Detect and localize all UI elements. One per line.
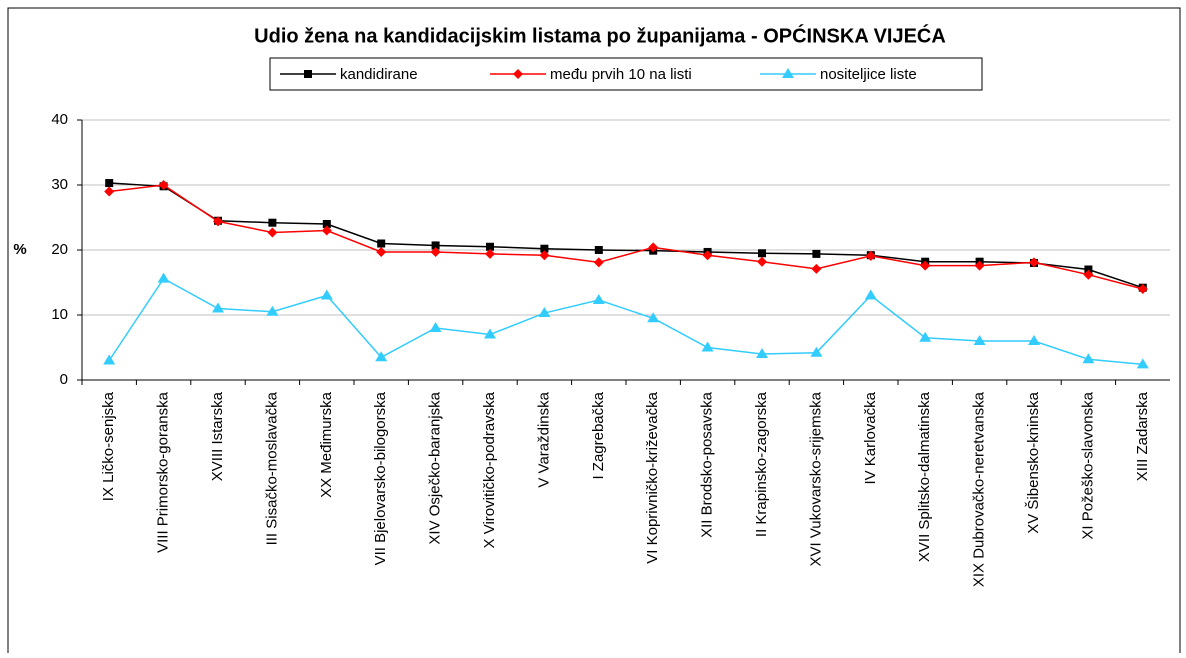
x-tick-label: XIII Zadarska [1134, 391, 1151, 481]
chart-title: Udio žena na kandidacijskim listama po ž… [254, 23, 946, 47]
marker-diamond [104, 186, 115, 197]
marker-diamond [513, 69, 523, 79]
marker-triangle [592, 294, 605, 305]
y-tick-label: 10 [51, 306, 68, 323]
x-tick-label: III Sisačko-moslavačka [263, 391, 280, 545]
marker-triangle [919, 331, 932, 342]
marker-square [486, 242, 494, 251]
series-line [108, 277, 1143, 366]
marker-diamond [485, 248, 495, 259]
marker-triangle [375, 351, 388, 362]
marker-square [758, 249, 766, 258]
marker-diamond [920, 260, 931, 271]
marker-diamond [1137, 284, 1148, 294]
marker-square [377, 239, 386, 248]
marker-diamond [1083, 269, 1094, 280]
marker-diamond [974, 260, 985, 271]
marker-diamond [648, 242, 659, 253]
marker-triangle [810, 346, 823, 357]
marker-square [540, 244, 549, 253]
x-tick-label: I Zagrebačka [590, 391, 607, 479]
marker-triangle [1082, 353, 1095, 364]
marker-triangle [973, 335, 986, 345]
marker-square [304, 70, 312, 78]
y-tick-label: 0 [60, 371, 68, 388]
marker-triangle [212, 302, 224, 313]
x-tick-label: XIV Osječko-baranjska [427, 391, 444, 544]
series-line [109, 184, 1143, 290]
x-tick-label: IX Ličko-senjska [100, 391, 117, 501]
marker-diamond [593, 257, 604, 268]
x-tick-label: IV Karlovačka [862, 391, 879, 484]
marker-square [812, 249, 821, 258]
marker-triangle [864, 289, 877, 300]
marker-diamond [757, 256, 767, 267]
legend-box [269, 57, 983, 91]
y-tick-label: 20 [51, 241, 68, 258]
marker-square [1084, 265, 1093, 274]
x-tick-label: XVII Splitsko-dalmatinska [916, 391, 933, 562]
x-tick-label: V Varaždinska [535, 391, 552, 487]
x-tick-label: VI Koprivničko-križevačka [644, 391, 661, 563]
x-tick-label: XII Brodsko-posavska [699, 391, 716, 538]
marker-triangle [320, 289, 333, 300]
marker-triangle [701, 341, 714, 352]
marker-diamond [158, 180, 169, 190]
x-tick-label: XI Požeško-slavonska [1079, 391, 1096, 539]
marker-diamond [430, 246, 441, 257]
marker-diamond [267, 227, 278, 238]
x-tick-label: X Virovitičko-podravska [481, 391, 498, 548]
legend-label: nositeljice liste [820, 66, 917, 83]
x-tick-label: XV Šibensko-kninska [1025, 391, 1042, 533]
marker-diamond [811, 263, 822, 274]
marker-square [431, 241, 440, 250]
y-tick-label: 30 [51, 176, 68, 193]
marker-triangle [1136, 358, 1149, 369]
marker-diamond [702, 250, 713, 261]
series-line [109, 182, 1144, 289]
marker-triangle [538, 307, 551, 318]
marker-diamond [539, 250, 550, 261]
x-tick-label: XX Međimurska [318, 391, 335, 498]
x-tick-label: XVI Vukovarsko-srijemska [807, 391, 824, 566]
marker-triangle [1028, 335, 1040, 345]
marker-diamond [213, 216, 223, 227]
legend-label: među prvih 10 na listi [550, 66, 692, 83]
marker-triangle [157, 272, 170, 283]
marker-triangle [266, 305, 279, 316]
chart-frame [7, 7, 1181, 658]
marker-triangle [647, 312, 660, 323]
x-tick-label: II Krapinsko-zagorska [753, 391, 770, 537]
marker-square [322, 220, 331, 228]
marker-square [268, 218, 277, 227]
marker-square [105, 179, 114, 188]
x-tick-label: XIX Dubrovačko-neretvanska [971, 391, 988, 587]
marker-diamond [321, 225, 332, 236]
x-tick-label: XVIII Istarska [209, 391, 226, 481]
marker-diamond [376, 246, 387, 257]
marker-triangle [429, 322, 442, 332]
marker-square [594, 246, 603, 254]
x-tick-label: VIII Primorsko-goranska [155, 391, 172, 553]
marker-triangle [756, 348, 768, 358]
x-tick-label: VII Bjelovarsko-bilogorska [372, 391, 389, 565]
marker-diamond [1029, 257, 1039, 268]
marker-triangle [103, 354, 116, 365]
y-tick-label: 40 [51, 111, 68, 128]
marker-triangle [782, 68, 794, 78]
legend-label: kandidirane [340, 66, 418, 83]
marker-diamond [865, 250, 876, 261]
y-axis-label: % [13, 241, 26, 258]
marker-triangle [484, 328, 496, 339]
